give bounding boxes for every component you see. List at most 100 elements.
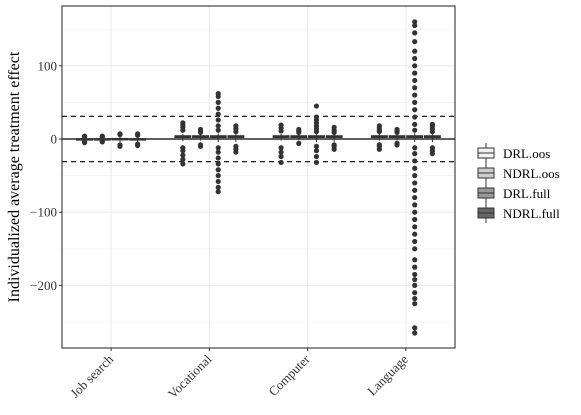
- outlier-point: [215, 167, 221, 173]
- outlier-point: [412, 121, 418, 127]
- outlier-point: [412, 264, 418, 270]
- outlier-point: [233, 143, 239, 149]
- outlier-point: [412, 276, 418, 283]
- y-tick-label: 0: [51, 132, 58, 147]
- outlier-point: [412, 39, 418, 45]
- outlier-point: [313, 159, 320, 166]
- outlier-point: [331, 142, 337, 148]
- outlier-point: [412, 92, 418, 98]
- outlier-point: [215, 149, 221, 155]
- outlier-point: [376, 142, 382, 148]
- outlier-point: [412, 48, 418, 54]
- outlier-point: [412, 246, 418, 252]
- outlier-point: [412, 55, 418, 62]
- outlier-point: [376, 123, 382, 129]
- outlier-point: [135, 141, 141, 147]
- outlier-point: [313, 148, 320, 154]
- y-tick-label: −200: [30, 278, 57, 293]
- outlier-point: [412, 77, 418, 84]
- outlier-point: [135, 131, 141, 137]
- outlier-point: [412, 70, 418, 76]
- outlier-point: [412, 325, 418, 331]
- outlier-point: [412, 238, 418, 245]
- outlier-point: [412, 187, 418, 193]
- outlier-point: [215, 145, 221, 151]
- outlier-point: [412, 173, 418, 179]
- outlier-point: [412, 180, 418, 186]
- outlier-point: [412, 30, 418, 36]
- outlier-point: [215, 161, 221, 167]
- legend-label: DRL.oos: [503, 146, 550, 161]
- outlier-point: [197, 142, 204, 148]
- outlier-point: [412, 194, 418, 201]
- outlier-point: [412, 99, 418, 105]
- y-tick-label: 100: [38, 58, 58, 73]
- legend: DRL.oos NDRL.oos DRL.full NDRL.full: [477, 143, 560, 223]
- legend-label: NDRL.oos: [503, 166, 560, 181]
- legend-item: DRL.full: [477, 183, 551, 203]
- outlier-point: [296, 140, 302, 146]
- outlier-point: [233, 123, 239, 129]
- outlier-point: [412, 290, 418, 296]
- outlier-point: [412, 301, 418, 307]
- outlier-point: [412, 145, 418, 151]
- outlier-point: [412, 271, 418, 278]
- outlier-point: [215, 105, 221, 111]
- outlier-point: [412, 202, 418, 208]
- legend-item: NDRL.full: [477, 203, 560, 223]
- outlier-point: [412, 257, 418, 263]
- series-ndrl-oos: [93, 126, 406, 149]
- outlier-point: [412, 224, 418, 230]
- outlier-point: [215, 91, 221, 97]
- outlier-point: [313, 143, 320, 149]
- outlier-point: [278, 122, 284, 128]
- outlier-point: [180, 161, 186, 167]
- outlier-point: [117, 142, 123, 148]
- plot-panel: [62, 6, 455, 348]
- outlier-point: [412, 107, 418, 113]
- legend-label: DRL.full: [503, 186, 551, 201]
- outlier-point: [81, 139, 88, 145]
- outlier-point: [412, 63, 418, 69]
- legend-item: DRL.oos: [477, 143, 550, 163]
- series-drl-oos: [76, 120, 388, 167]
- outlier-point: [313, 103, 320, 109]
- outlier-point: [412, 165, 418, 171]
- outlier-point: [180, 156, 186, 163]
- outlier-point: [99, 138, 105, 144]
- outlier-point: [394, 126, 400, 133]
- outlier-point: [394, 140, 400, 146]
- outlier-point: [215, 178, 221, 185]
- outlier-point: [278, 145, 284, 151]
- outlier-point: [278, 153, 284, 160]
- series-ndrl-full: [129, 121, 441, 157]
- outlier-point: [412, 22, 418, 29]
- outlier-point: [412, 158, 418, 164]
- outlier-point: [331, 124, 337, 130]
- series-drl-full: [111, 19, 424, 336]
- outlier-point: [278, 159, 284, 166]
- outlier-point: [180, 145, 186, 151]
- outlier-point: [313, 114, 320, 120]
- outlier-point: [412, 151, 418, 157]
- outlier-point: [313, 153, 320, 160]
- outlier-point: [215, 99, 221, 105]
- outlier-point: [215, 111, 221, 117]
- outlier-point: [412, 19, 418, 25]
- outlier-point: [412, 231, 418, 237]
- outlier-point: [412, 114, 418, 120]
- legend-item: NDRL.oos: [477, 163, 560, 183]
- outlier-point: [412, 295, 418, 302]
- outlier-point: [215, 127, 221, 133]
- outlier-point: [429, 145, 436, 151]
- legend-label: NDRL.full: [503, 206, 560, 221]
- outlier-point: [429, 121, 436, 127]
- outlier-point: [412, 209, 418, 215]
- outlier-point: [215, 117, 221, 123]
- outlier-point: [215, 155, 221, 161]
- outlier-point: [296, 126, 302, 133]
- outlier-point: [412, 127, 418, 133]
- outlier-point: [215, 184, 221, 190]
- outlier-point: [180, 152, 186, 158]
